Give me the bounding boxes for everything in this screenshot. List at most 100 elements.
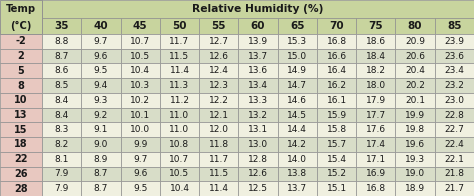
Text: 15.9: 15.9	[327, 111, 346, 120]
Text: 9.1: 9.1	[94, 125, 108, 134]
Bar	[160, 108, 199, 122]
Text: 17.4: 17.4	[366, 140, 386, 149]
Bar	[81, 49, 120, 64]
Bar	[238, 78, 278, 93]
Bar	[395, 78, 435, 93]
Text: 14.6: 14.6	[287, 96, 307, 105]
Text: 22.1: 22.1	[445, 155, 465, 164]
Text: 9.5: 9.5	[133, 184, 147, 193]
Text: 7.9: 7.9	[55, 184, 69, 193]
Bar	[199, 78, 238, 93]
Bar	[356, 122, 395, 137]
Text: 15.2: 15.2	[327, 169, 346, 178]
Bar	[81, 137, 120, 152]
Text: 12.1: 12.1	[209, 111, 229, 120]
Bar	[435, 34, 474, 49]
Text: 23.0: 23.0	[444, 96, 465, 105]
Text: 45: 45	[133, 21, 147, 31]
Bar	[160, 64, 199, 78]
Bar	[81, 108, 120, 122]
Text: 23.9: 23.9	[444, 37, 465, 46]
Text: Relative Humidity (%): Relative Humidity (%)	[192, 4, 324, 14]
Bar	[356, 18, 395, 34]
Bar	[120, 181, 160, 196]
Text: 20.1: 20.1	[405, 96, 425, 105]
Bar	[0, 34, 42, 49]
Bar	[0, 167, 42, 181]
Text: 15.8: 15.8	[327, 125, 346, 134]
Bar	[42, 181, 81, 196]
Bar	[356, 93, 395, 108]
Text: 23.4: 23.4	[445, 66, 465, 75]
Text: 8.7: 8.7	[94, 169, 108, 178]
Bar	[435, 18, 474, 34]
Text: 19.3: 19.3	[405, 155, 425, 164]
Bar	[120, 93, 160, 108]
Text: 18.9: 18.9	[405, 184, 425, 193]
Text: 13.9: 13.9	[248, 37, 268, 46]
Bar	[317, 49, 356, 64]
Bar	[278, 137, 317, 152]
Bar	[42, 18, 81, 34]
Text: 19.0: 19.0	[405, 169, 425, 178]
Text: 9.4: 9.4	[94, 81, 108, 90]
Bar	[317, 181, 356, 196]
Text: 8.3: 8.3	[55, 125, 69, 134]
Text: 10.1: 10.1	[130, 111, 150, 120]
Bar	[435, 122, 474, 137]
Bar	[317, 34, 356, 49]
Text: 22.4: 22.4	[445, 140, 464, 149]
Bar	[435, 78, 474, 93]
Text: 9.6: 9.6	[94, 52, 108, 61]
Bar	[42, 0, 474, 18]
Bar	[0, 0, 42, 34]
Bar	[120, 64, 160, 78]
Text: 5: 5	[18, 66, 24, 76]
Text: 11.4: 11.4	[209, 184, 229, 193]
Bar	[278, 78, 317, 93]
Bar	[395, 93, 435, 108]
Text: 19.9: 19.9	[405, 111, 425, 120]
Text: 8.9: 8.9	[94, 155, 108, 164]
Text: 13: 13	[14, 110, 28, 120]
Text: 12.4: 12.4	[209, 66, 228, 75]
Bar	[395, 18, 435, 34]
Text: 11.7: 11.7	[169, 37, 190, 46]
Text: 16.1: 16.1	[327, 96, 346, 105]
Text: 12.3: 12.3	[209, 81, 229, 90]
Text: 21.7: 21.7	[444, 184, 465, 193]
Text: 15.0: 15.0	[287, 52, 307, 61]
Bar	[81, 122, 120, 137]
Text: 22.8: 22.8	[445, 111, 465, 120]
Bar	[81, 34, 120, 49]
Text: 80: 80	[408, 21, 422, 31]
Text: 16.2: 16.2	[327, 81, 346, 90]
Text: 11.2: 11.2	[169, 96, 190, 105]
Bar	[0, 108, 42, 122]
Text: 85: 85	[447, 21, 462, 31]
Text: 16.4: 16.4	[327, 66, 346, 75]
Bar	[356, 167, 395, 181]
Text: 18.2: 18.2	[366, 66, 386, 75]
Text: 15.7: 15.7	[327, 140, 346, 149]
Text: 23.2: 23.2	[445, 81, 465, 90]
Bar	[356, 181, 395, 196]
Bar	[199, 49, 238, 64]
Text: 60: 60	[251, 21, 265, 31]
Bar	[238, 137, 278, 152]
Text: 15.3: 15.3	[287, 37, 307, 46]
Text: 17.9: 17.9	[366, 96, 386, 105]
Text: 22.7: 22.7	[445, 125, 465, 134]
Text: 20.9: 20.9	[405, 37, 425, 46]
Text: 13.4: 13.4	[248, 81, 268, 90]
Bar	[317, 93, 356, 108]
Text: -2: -2	[16, 36, 27, 46]
Text: 11.7: 11.7	[209, 155, 229, 164]
Text: 17.1: 17.1	[366, 155, 386, 164]
Text: 17.6: 17.6	[366, 125, 386, 134]
Bar	[238, 167, 278, 181]
Bar	[42, 152, 81, 167]
Text: 11.5: 11.5	[209, 169, 229, 178]
Text: 12.6: 12.6	[248, 169, 268, 178]
Bar	[317, 167, 356, 181]
